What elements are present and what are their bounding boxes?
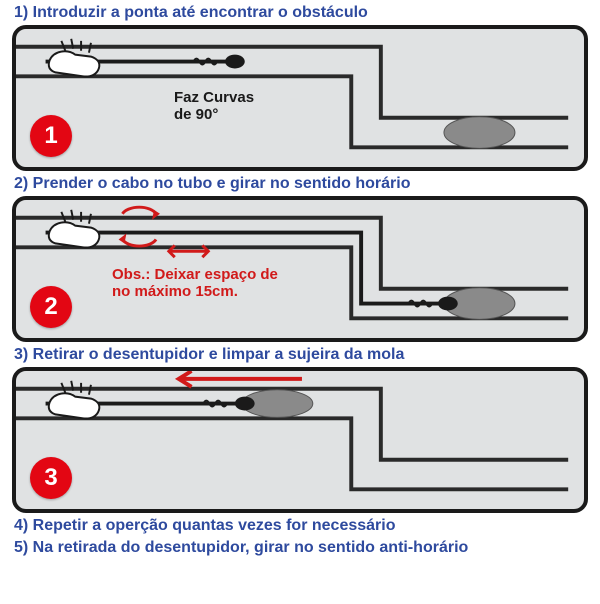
step-badge-2: 2: [30, 286, 72, 328]
panel-2: Obs.: Deixar espaço de no máximo 15cm. 2: [12, 196, 588, 342]
clog-shape: [444, 117, 515, 149]
pull-arrow-icon: [179, 371, 302, 387]
hand-icon: [49, 39, 100, 77]
step-badge-3: 3: [30, 457, 72, 499]
diagram-1: [16, 29, 584, 165]
step-2-title: 2) Prender o cabo no tubo e girar no sen…: [14, 175, 600, 193]
hand-icon: [49, 381, 100, 419]
panel-3: 3: [12, 367, 588, 513]
snake-tip: [438, 297, 458, 311]
step-1-title: 1) Introduzir a ponta até encontrar o ob…: [14, 4, 600, 22]
diagram-3: [16, 371, 584, 507]
snake-tip: [235, 397, 255, 411]
panel-2-caption: Obs.: Deixar espaço de no máximo 15cm.: [112, 266, 278, 301]
step-badge-1: 1: [30, 115, 72, 157]
hand-icon: [49, 210, 100, 248]
panel-1-caption: Faz Curvas de 90°: [174, 89, 254, 124]
step-5-title: 5) Na retirada do desentupidor, girar no…: [14, 539, 600, 557]
step-4-title: 4) Repetir a operção quantas vezes for n…: [14, 517, 600, 535]
diagram-2: [16, 200, 584, 336]
step-3-title: 3) Retirar o desentupidor e limpar a suj…: [14, 346, 600, 364]
snake-tip: [225, 55, 245, 69]
rotate-arrows-icon: [119, 207, 160, 246]
panel-1: Faz Curvas de 90° 1: [12, 25, 588, 171]
